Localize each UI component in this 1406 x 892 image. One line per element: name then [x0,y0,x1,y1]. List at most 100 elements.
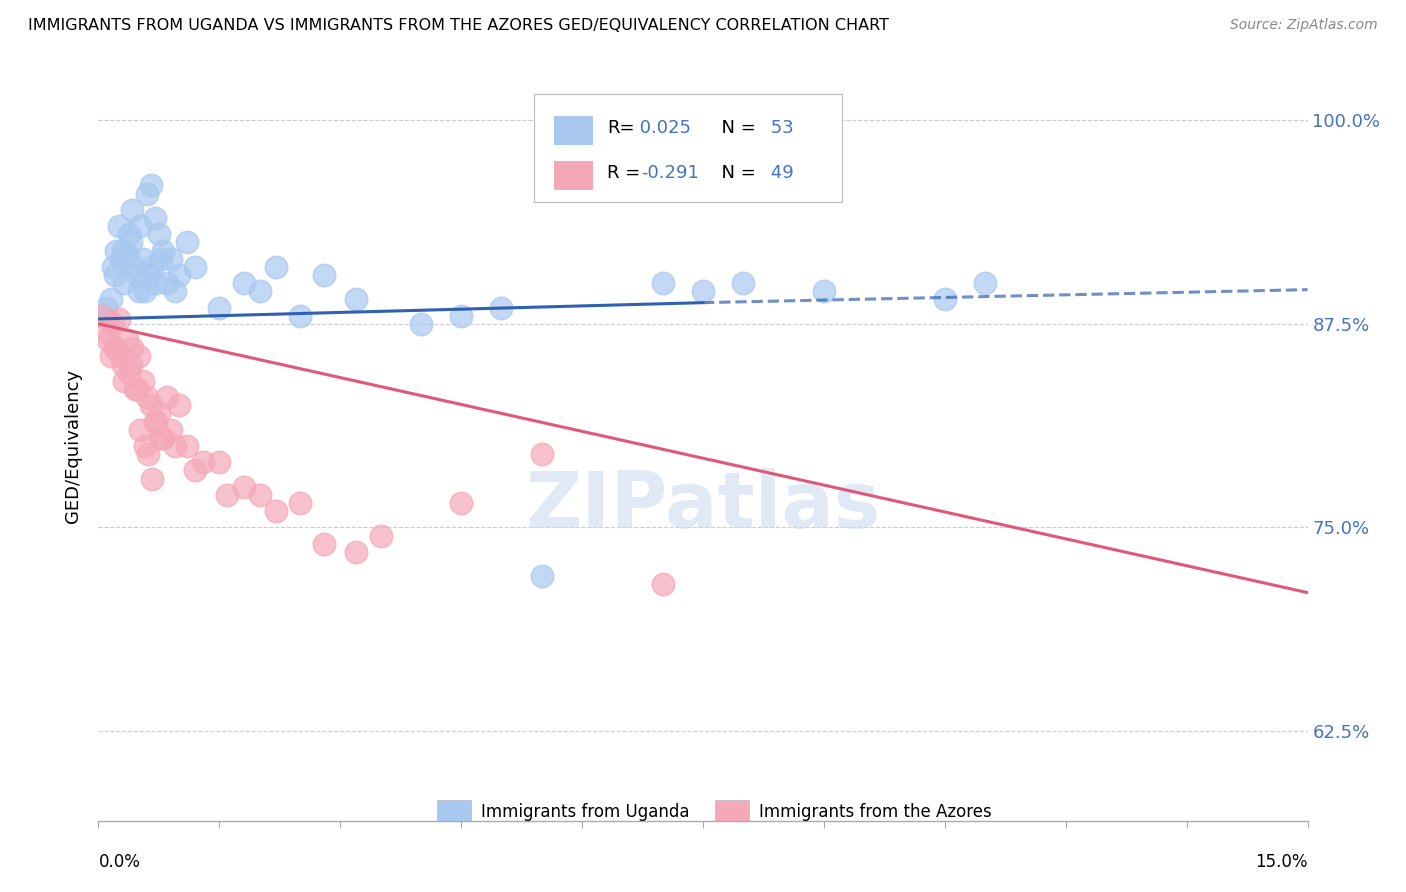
Text: Immigrants from Uganda: Immigrants from Uganda [481,803,689,821]
Point [208,301,231,315]
Text: 49: 49 [765,164,793,182]
Point [176,439,198,453]
Point [100,350,122,364]
Point [249,285,271,299]
Point [167,268,190,282]
Point [184,260,207,274]
Bar [554,116,593,145]
Point [148,406,170,420]
Point [134,439,156,453]
Point [107,312,129,326]
Point [135,390,157,404]
Point [128,350,150,364]
Text: N =: N = [710,164,756,182]
Point [160,252,183,266]
Point [105,244,128,258]
Point [208,455,231,469]
Point [121,341,143,355]
Text: IMMIGRANTS FROM UGANDA VS IMMIGRANTS FROM THE AZORES GED/EQUIVALENCY CORRELATION: IMMIGRANTS FROM UGANDA VS IMMIGRANTS FRO… [28,18,889,33]
Point [118,227,141,242]
Point [105,341,128,355]
Point [115,333,138,347]
Point [163,285,186,299]
Point [111,244,134,258]
Text: 15.0%: 15.0% [1256,854,1308,871]
Point [344,293,367,307]
Point [974,276,997,290]
Point [184,463,207,477]
Point [232,480,254,494]
Point [127,268,149,282]
Point [217,488,239,502]
Point [96,325,118,339]
Point [530,569,553,583]
Point [127,382,149,396]
Point [138,447,160,461]
Point [129,219,152,233]
Point [288,496,311,510]
Point [120,358,142,372]
Point [152,244,174,258]
Point [135,186,157,201]
Point [264,260,287,274]
Point [124,260,146,274]
Bar [716,800,749,823]
Point [193,455,215,469]
Point [692,285,714,299]
Point [150,252,173,266]
Point [91,309,114,323]
Point [651,577,673,591]
Point [148,227,170,242]
Point [120,235,142,250]
Point [101,317,124,331]
Point [733,276,755,290]
Point [176,235,198,250]
Point [103,341,125,355]
Point [141,260,163,274]
Point [264,504,287,518]
Text: ZIPatlas: ZIPatlas [526,468,880,544]
Bar [437,800,471,823]
Point [160,423,183,437]
Point [121,202,143,217]
Point [124,382,146,396]
Point [150,431,173,445]
Point [145,415,167,429]
Point [110,252,132,266]
Point [110,350,132,364]
Point [103,268,125,282]
Point [450,496,472,510]
Point [138,268,160,282]
Point [156,276,179,290]
Point [370,528,392,542]
Text: Source: ZipAtlas.com: Source: ZipAtlas.com [1230,18,1378,32]
Point [152,431,174,445]
Point [450,309,472,323]
Text: 0.0%: 0.0% [98,854,141,871]
Point [813,285,835,299]
Text: 0.025: 0.025 [634,120,692,137]
Point [96,301,118,315]
Point [139,178,162,193]
Point [112,276,135,290]
Point [132,374,155,388]
Point [97,312,120,326]
Text: R=: R= [607,120,636,137]
Point [115,247,138,261]
Point [288,309,311,323]
Point [145,276,167,290]
Point [143,211,166,225]
Point [232,276,254,290]
Point [167,398,190,412]
Point [132,252,155,266]
Point [128,285,150,299]
Point [141,472,163,486]
Point [530,447,553,461]
Point [143,415,166,429]
Point [139,398,162,412]
Point [107,219,129,233]
Point [651,276,673,290]
Point [112,374,135,388]
Point [134,285,156,299]
Point [91,309,114,323]
